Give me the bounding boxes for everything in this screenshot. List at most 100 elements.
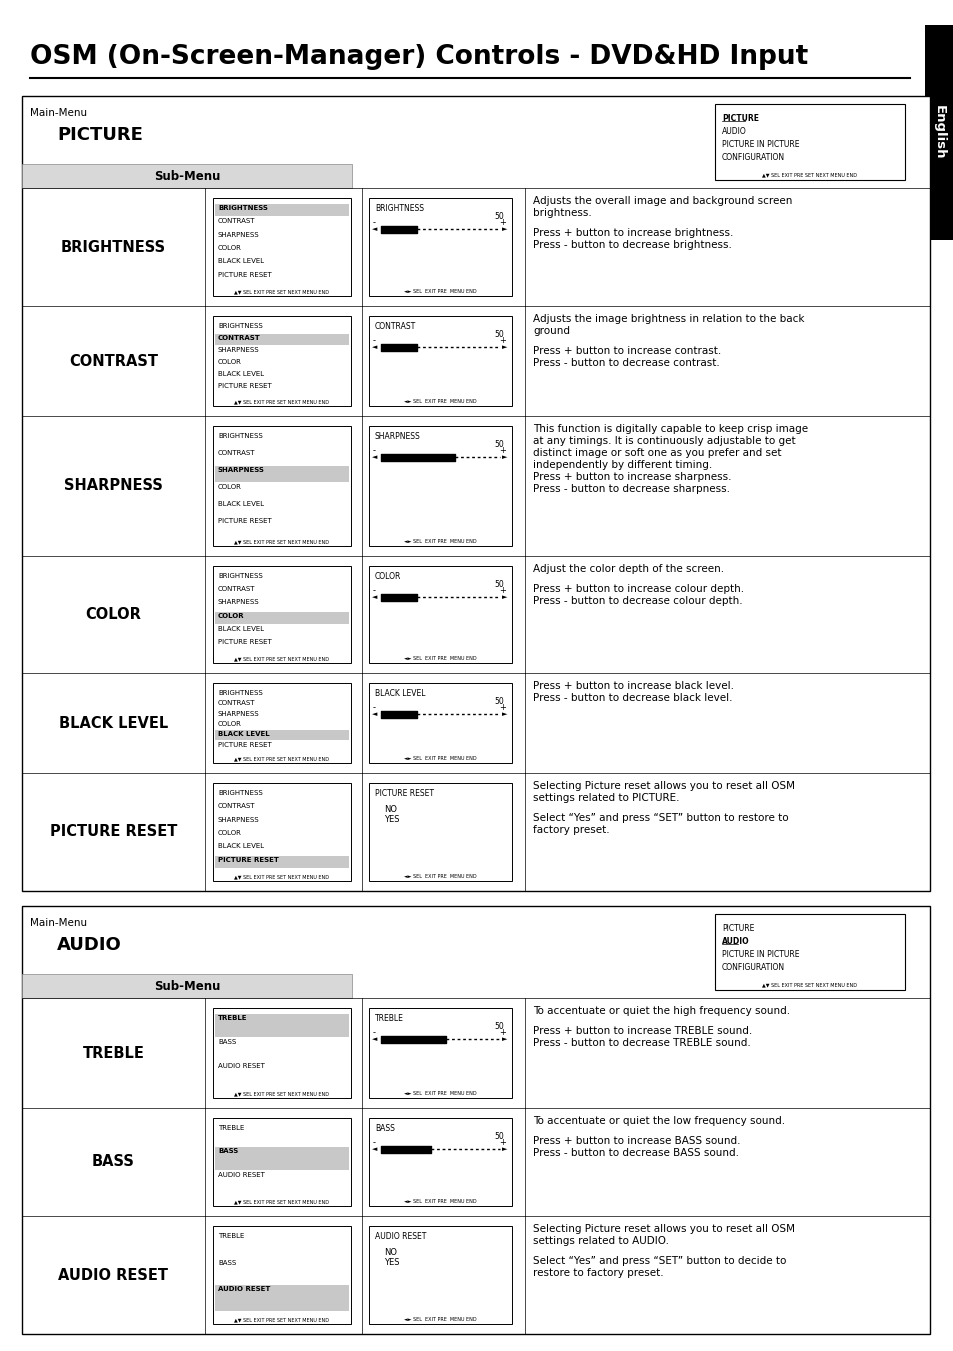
Text: NO: NO — [384, 805, 396, 815]
Bar — [22, 96, 929, 892]
Text: Press - button to decrease colour depth.: Press - button to decrease colour depth. — [533, 596, 741, 607]
Text: settings related to AUDIO.: settings related to AUDIO. — [533, 1236, 668, 1246]
Bar — [213, 1119, 351, 1206]
Bar — [369, 316, 512, 407]
Bar — [714, 104, 904, 180]
Text: ►: ► — [501, 226, 507, 232]
Text: -: - — [373, 336, 375, 345]
Text: 50: 50 — [494, 1021, 503, 1031]
Text: ◄: ◄ — [372, 226, 376, 232]
Text: AUDIO RESET: AUDIO RESET — [375, 1232, 426, 1242]
Text: BASS: BASS — [218, 1259, 236, 1266]
Text: Press + button to increase brightness.: Press + button to increase brightness. — [533, 228, 733, 238]
Text: ◄: ◄ — [372, 594, 376, 600]
Text: AUDIO RESET: AUDIO RESET — [218, 1286, 270, 1293]
Text: BRIGHTNESS: BRIGHTNESS — [218, 205, 268, 211]
Text: SHARPNESS: SHARPNESS — [218, 600, 259, 605]
Bar — [369, 684, 512, 763]
Text: +: + — [498, 1138, 505, 1147]
Bar — [369, 1008, 512, 1098]
Text: BRIGHTNESS: BRIGHTNESS — [218, 323, 262, 330]
Text: +: + — [498, 703, 505, 712]
Text: TREBLE: TREBLE — [218, 1233, 244, 1239]
Text: CONTRAST: CONTRAST — [69, 354, 158, 369]
Text: TREBLE: TREBLE — [218, 1015, 247, 1021]
Text: factory preset.: factory preset. — [533, 825, 609, 835]
Bar — [213, 784, 351, 881]
Text: ◄: ◄ — [372, 1146, 376, 1152]
Text: SHARPNESS: SHARPNESS — [218, 467, 265, 473]
Text: BRIGHTNESS: BRIGHTNESS — [61, 239, 166, 254]
Text: CONTRAST: CONTRAST — [218, 586, 255, 592]
Text: ◄: ◄ — [372, 345, 376, 350]
Text: +: + — [498, 586, 505, 594]
Text: CONFIGURATION: CONFIGURATION — [721, 153, 784, 162]
Text: Press - button to decrease sharpness.: Press - button to decrease sharpness. — [533, 484, 729, 494]
Bar — [714, 915, 904, 990]
Text: BRIGHTNESS: BRIGHTNESS — [218, 573, 262, 580]
Text: NO: NO — [384, 1248, 396, 1256]
Text: ▲▼ SEL EXIT PRE SET NEXT MENU END: ▲▼ SEL EXIT PRE SET NEXT MENU END — [234, 1198, 329, 1204]
Text: CONTRAST: CONTRAST — [218, 804, 255, 809]
Text: BLACK LEVEL: BLACK LEVEL — [59, 716, 168, 731]
Bar — [369, 1225, 512, 1324]
Text: PICTURE RESET: PICTURE RESET — [375, 789, 434, 798]
Text: +: + — [498, 446, 505, 455]
Text: BASS: BASS — [92, 1155, 134, 1170]
Text: CONFIGURATION: CONFIGURATION — [721, 963, 784, 971]
Bar — [213, 316, 351, 407]
Text: COLOR: COLOR — [86, 607, 141, 621]
Text: COLOR: COLOR — [218, 612, 244, 619]
Text: ▲▼ SEL EXIT PRE SET NEXT MENU END: ▲▼ SEL EXIT PRE SET NEXT MENU END — [234, 399, 329, 404]
Bar — [214, 855, 349, 867]
Text: CONTRAST: CONTRAST — [218, 219, 255, 224]
Text: restore to factory preset.: restore to factory preset. — [533, 1269, 663, 1278]
Text: PICTURE RESET: PICTURE RESET — [218, 517, 272, 524]
Text: ◄: ◄ — [372, 454, 376, 459]
Text: Sub-Menu: Sub-Menu — [153, 169, 220, 182]
Bar — [369, 784, 512, 881]
Text: COLOR: COLOR — [218, 484, 242, 490]
Text: This function is digitally capable to keep crisp image: This function is digitally capable to ke… — [533, 424, 807, 434]
Text: BLACK LEVEL: BLACK LEVEL — [218, 843, 264, 850]
Bar — [214, 334, 349, 345]
Text: ▲▼ SEL EXIT PRE SET NEXT MENU END: ▲▼ SEL EXIT PRE SET NEXT MENU END — [234, 1092, 329, 1096]
Text: +: + — [498, 1028, 505, 1038]
Text: ►: ► — [501, 345, 507, 350]
Bar — [213, 1225, 351, 1324]
Text: Press + button to increase colour depth.: Press + button to increase colour depth. — [533, 584, 743, 594]
Bar — [369, 1119, 512, 1206]
Text: PICTURE RESET: PICTURE RESET — [218, 382, 272, 389]
Text: ◄► SEL  EXIT PRE  MENU END: ◄► SEL EXIT PRE MENU END — [404, 539, 476, 544]
Text: ◄► SEL  EXIT PRE  MENU END: ◄► SEL EXIT PRE MENU END — [404, 1198, 476, 1204]
Bar — [22, 974, 352, 998]
Text: BRIGHTNESS: BRIGHTNESS — [375, 204, 423, 213]
Text: To accentuate or quiet the high frequency sound.: To accentuate or quiet the high frequenc… — [533, 1006, 789, 1016]
Text: ◄► SEL  EXIT PRE  MENU END: ◄► SEL EXIT PRE MENU END — [404, 289, 476, 295]
Bar — [369, 199, 512, 296]
Text: BASS: BASS — [218, 1039, 236, 1046]
Bar — [213, 684, 351, 763]
Text: 50: 50 — [494, 440, 503, 449]
Text: BASS: BASS — [218, 1148, 238, 1154]
Text: ◄: ◄ — [372, 711, 376, 717]
Text: SHARPNESS: SHARPNESS — [218, 231, 259, 238]
Text: ◄► SEL  EXIT PRE  MENU END: ◄► SEL EXIT PRE MENU END — [404, 874, 476, 880]
Bar — [214, 1147, 349, 1170]
Text: Press + button to increase TREBLE sound.: Press + button to increase TREBLE sound. — [533, 1025, 752, 1036]
Text: SHARPNESS: SHARPNESS — [218, 816, 259, 823]
Text: SHARPNESS: SHARPNESS — [375, 432, 420, 440]
Text: Main-Menu: Main-Menu — [30, 917, 87, 928]
Text: ▲▼ SEL EXIT PRE SET NEXT MENU END: ▲▼ SEL EXIT PRE SET NEXT MENU END — [234, 874, 329, 880]
Text: Selecting Picture reset allows you to reset all OSM: Selecting Picture reset allows you to re… — [533, 781, 794, 790]
Bar — [213, 426, 351, 546]
Text: English: English — [932, 105, 945, 159]
Text: SHARPNESS: SHARPNESS — [218, 711, 259, 716]
Text: 50: 50 — [494, 212, 503, 222]
Bar — [369, 426, 512, 546]
Text: TREBLE: TREBLE — [375, 1015, 403, 1023]
Text: Press - button to decrease brightness.: Press - button to decrease brightness. — [533, 240, 731, 250]
Bar — [22, 163, 352, 188]
Text: PICTURE RESET: PICTURE RESET — [50, 824, 177, 839]
Text: ◄► SEL  EXIT PRE  MENU END: ◄► SEL EXIT PRE MENU END — [404, 757, 476, 761]
